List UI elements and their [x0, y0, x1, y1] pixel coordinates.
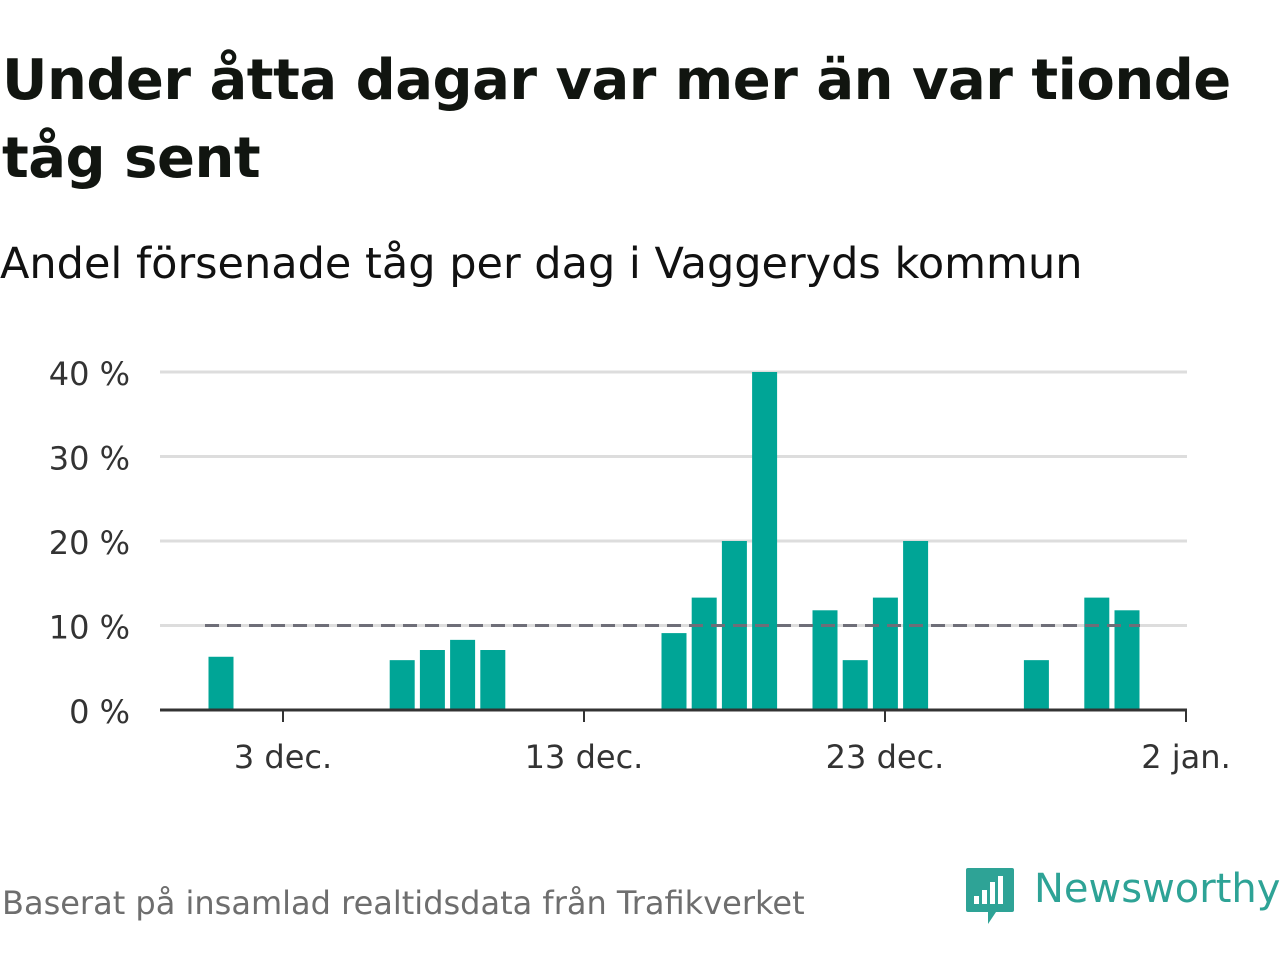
chart-title: Under åtta dagar var mer än var tionde t… [2, 48, 1231, 191]
bar [208, 656, 234, 710]
x-tick-label: 2 jan. [1141, 738, 1230, 776]
bar [419, 650, 445, 710]
bar [389, 660, 415, 710]
bar [872, 597, 898, 710]
chart-subtitle: Andel försenade tåg per dag i Vaggeryds … [0, 239, 1083, 289]
newsworthy-logo-icon [966, 868, 1014, 924]
y-tick-label: 10 % [49, 609, 130, 647]
bar [691, 597, 717, 710]
x-tick-label: 23 dec. [826, 738, 945, 776]
y-tick-label: 20 % [49, 524, 130, 562]
bar [752, 372, 778, 710]
source-note: Baserat på insamlad realtidsdata från Tr… [2, 884, 805, 922]
bar [1084, 597, 1110, 710]
bar [661, 633, 687, 710]
bar [842, 660, 868, 710]
y-tick-label: 40 % [49, 355, 130, 393]
x-tick-label: 3 dec. [234, 738, 332, 776]
bar-chart: 0 % 10 % 20 % 30 % 40 % 3 dec. 13 dec. 23 dec. 2… [49, 355, 1231, 776]
bar [1023, 660, 1049, 710]
bar [450, 639, 476, 710]
bar [480, 650, 506, 710]
y-tick-label: 30 % [49, 440, 130, 478]
y-tick-label: 0 % [69, 693, 130, 731]
brand-name: Newsworthy [1034, 866, 1280, 912]
x-tick-label: 13 dec. [525, 738, 644, 776]
